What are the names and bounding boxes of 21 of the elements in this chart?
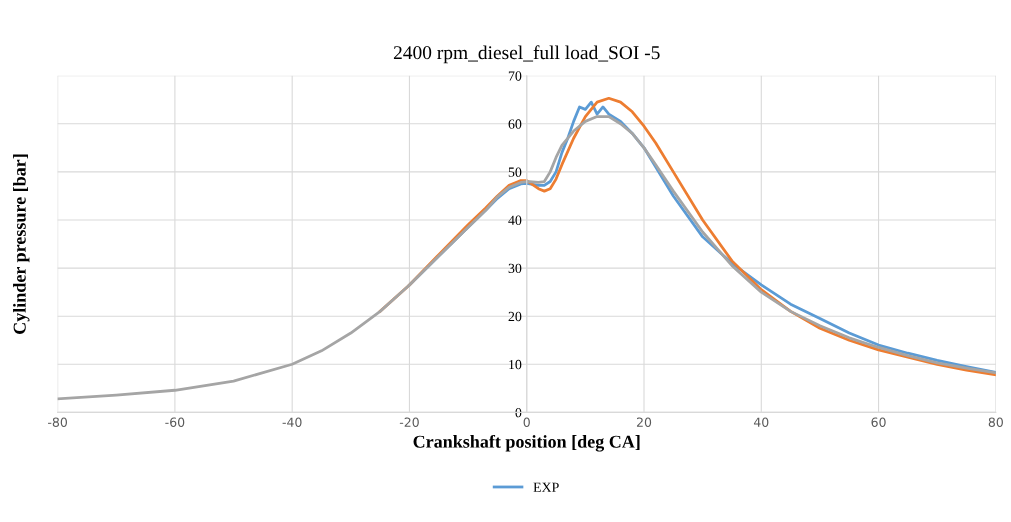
y-tick-label: 40 — [508, 215, 522, 225]
x-tick-label: 20 — [636, 417, 652, 427]
y-tick-label: 30 — [508, 263, 522, 274]
x-axis-title: Crankshaft position [deg CA] — [413, 434, 640, 452]
x-tick-label: 80 — [988, 417, 1003, 427]
x-tick-label: -40 — [282, 417, 302, 427]
x-tick-label: -80 — [48, 417, 68, 427]
y-axis-title: Cylinder pressure [bar] — [13, 154, 30, 334]
x-tick-label: 60 — [871, 417, 886, 427]
y-tick-label: 70 — [508, 71, 522, 81]
x-tick-label: 40 — [753, 417, 769, 427]
y-tick-label: 20 — [508, 311, 522, 322]
chart-title: 2400 rpm_diesel_full load_SOI -5 — [393, 45, 660, 64]
y-tick-label: 60 — [508, 119, 522, 129]
x-tick-label: -60 — [165, 417, 185, 427]
y-tick-label: 50 — [508, 167, 522, 177]
legend-label: EXP — [533, 482, 559, 492]
line-series — [57, 115, 996, 401]
x-tick-label: 0 — [523, 417, 530, 427]
x-tick-label: -20 — [399, 417, 419, 427]
y-tick-label: 10 — [509, 359, 522, 370]
